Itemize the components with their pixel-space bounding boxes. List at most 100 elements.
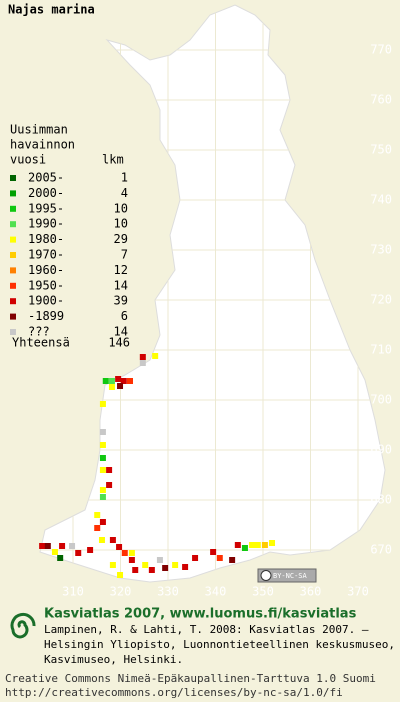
occurrence-square bbox=[99, 519, 106, 525]
occurrence-square bbox=[99, 467, 106, 473]
legend-swatch bbox=[10, 298, 16, 305]
occurrence-square bbox=[44, 543, 51, 549]
legend-swatch bbox=[10, 313, 16, 320]
legend-label: 1980- bbox=[28, 232, 64, 246]
finland-outline bbox=[39, 4, 386, 583]
legend-swatch bbox=[10, 221, 16, 228]
legend-heading: havainnon bbox=[10, 138, 75, 152]
occurrence-square bbox=[108, 384, 115, 390]
occurrence-square bbox=[99, 487, 106, 493]
occurrence-square bbox=[192, 555, 199, 561]
y-tick-label: 720 bbox=[370, 293, 392, 307]
occurrence-square bbox=[229, 557, 236, 563]
x-tick-label: 350 bbox=[252, 585, 274, 599]
occurrence-square bbox=[156, 557, 163, 563]
occurrence-square bbox=[128, 557, 135, 563]
x-tick-label: 330 bbox=[157, 585, 179, 599]
occurrence-square bbox=[99, 442, 106, 448]
legend-label: ??? bbox=[28, 325, 50, 339]
legend-label: 1995- bbox=[28, 201, 64, 215]
occurrence-square bbox=[254, 542, 261, 548]
legend-count: 29 bbox=[114, 232, 128, 246]
occurrence-square bbox=[216, 555, 223, 561]
spiral bbox=[10, 612, 36, 639]
x-tick-label: 310 bbox=[62, 585, 84, 599]
occurrence-square bbox=[59, 543, 66, 549]
legend-count: 4 bbox=[121, 186, 128, 200]
occurrence-square bbox=[102, 378, 109, 384]
legend-swatch bbox=[10, 236, 16, 243]
occurrence-square bbox=[148, 567, 155, 573]
occurrence-square bbox=[75, 550, 82, 556]
legend-count: 14 bbox=[114, 278, 128, 292]
y-tick-label: 750 bbox=[370, 143, 392, 157]
occurrence-square bbox=[117, 383, 124, 389]
occurrence-square bbox=[120, 378, 127, 384]
y-tick-label: 700 bbox=[370, 393, 392, 407]
occurrence-square bbox=[39, 543, 46, 549]
cc-icon bbox=[260, 570, 272, 581]
legend-label: 1950- bbox=[28, 278, 64, 292]
y-tick-label: 760 bbox=[370, 93, 392, 107]
occurrence-square bbox=[99, 429, 106, 435]
occurrence-square bbox=[139, 354, 146, 360]
map-title: Najas marina bbox=[8, 3, 95, 17]
occurrence-square bbox=[210, 549, 217, 555]
occurrence-square bbox=[94, 525, 101, 531]
occurrence-square bbox=[106, 467, 113, 473]
total-label: Yhteensä bbox=[12, 336, 70, 350]
y-tick-label: 710 bbox=[370, 343, 392, 357]
license-badge: BY-NC-SA bbox=[257, 568, 317, 583]
x-tick-label: 360 bbox=[300, 585, 322, 599]
legend-label: 1990- bbox=[28, 217, 64, 231]
occurrence-square bbox=[109, 537, 116, 543]
legend-swatch bbox=[10, 190, 16, 197]
occurrence-square bbox=[152, 353, 159, 359]
legend-label: 1900- bbox=[28, 294, 64, 308]
legend-count: 12 bbox=[114, 263, 128, 277]
legend-label: 1970- bbox=[28, 248, 64, 262]
occurrence-square bbox=[94, 512, 101, 518]
occurrence-square bbox=[99, 401, 106, 407]
legend-heading: Uusimman bbox=[10, 123, 68, 137]
logo bbox=[10, 612, 36, 639]
citation: Lampinen, R. & Lahti, T. 2008: Kasviatla… bbox=[44, 623, 369, 636]
legend-count: 6 bbox=[121, 309, 128, 323]
citation: Kasvimuseo, Helsinki. bbox=[44, 653, 183, 666]
legend-count: 10 bbox=[114, 217, 128, 231]
legend-heading: vuosi bbox=[10, 153, 46, 167]
x-tick-label: 370 bbox=[347, 585, 369, 599]
occurrence-square bbox=[162, 565, 169, 571]
license: Creative Commons Nimeä-Epäkaupallinen-Ta… bbox=[5, 672, 376, 685]
legend-swatch bbox=[10, 205, 16, 212]
legend-swatch bbox=[10, 252, 16, 258]
occurrence-square bbox=[87, 547, 94, 553]
occurrence-square bbox=[261, 542, 268, 548]
occurrence-square bbox=[116, 544, 123, 550]
legend-swatch bbox=[10, 329, 16, 335]
y-tick-label: 690 bbox=[370, 443, 392, 457]
legend-label: 1960- bbox=[28, 263, 64, 277]
license: http://creativecommons.org/licenses/by-n… bbox=[5, 686, 343, 699]
legend-label: 2005- bbox=[28, 171, 64, 185]
occurrence-square bbox=[57, 555, 64, 561]
legend-swatch bbox=[10, 267, 16, 274]
occurrence-square bbox=[139, 360, 146, 366]
occurrence-square bbox=[241, 545, 248, 551]
legend-count-heading: lkm bbox=[102, 153, 124, 167]
occurrence-square bbox=[99, 455, 106, 461]
occurrence-square bbox=[172, 562, 179, 568]
legend-label: 2000- bbox=[28, 186, 64, 200]
occurrence-square bbox=[117, 572, 124, 578]
occurrence-square bbox=[142, 562, 149, 568]
legend-swatch bbox=[10, 175, 16, 181]
total-count: 146 bbox=[108, 336, 130, 350]
occurrence-square bbox=[108, 378, 115, 384]
occurrence-square bbox=[99, 494, 106, 500]
badge-text: BY-NC-SA bbox=[273, 572, 308, 580]
y-tick-label: 670 bbox=[370, 543, 392, 557]
occurrence-square bbox=[98, 537, 105, 543]
occurrence-square bbox=[234, 542, 241, 548]
brand: Kasviatlas 2007, www.luomus.fi/kasviatla… bbox=[44, 607, 357, 622]
